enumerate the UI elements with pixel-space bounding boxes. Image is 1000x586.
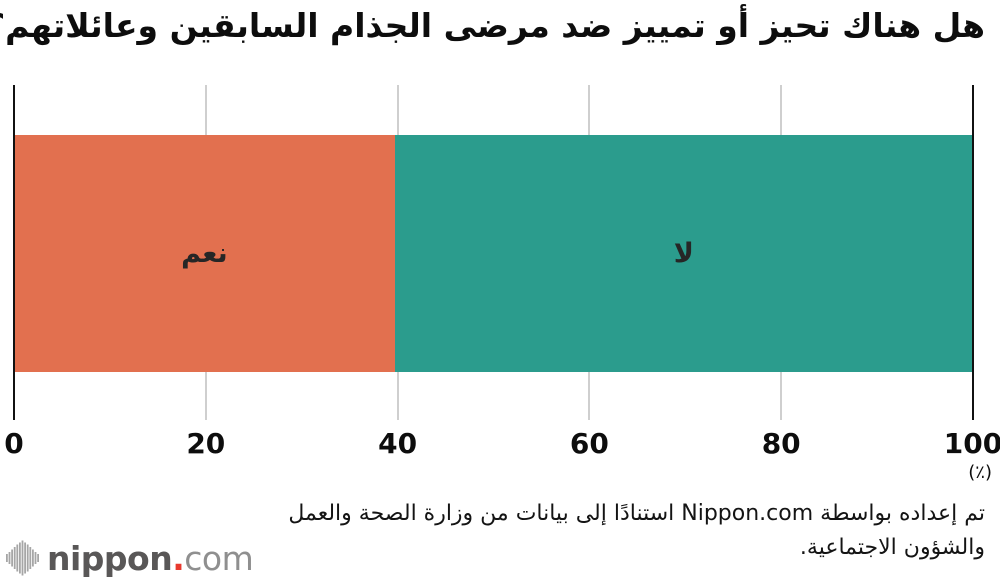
tick-label: 40 bbox=[378, 427, 418, 460]
tick-label: 20 bbox=[186, 427, 226, 460]
tick-labels: 0 20 40 60 80 100 bbox=[4, 427, 1000, 464]
axis-unit-label: (٪) bbox=[968, 462, 992, 483]
tick-label: 100 bbox=[943, 427, 1000, 460]
chart-title: هل هناك تحيز أو تمييز ضد مرضى الجذام الس… bbox=[0, 6, 985, 45]
nippon-logo-text: nippon.com bbox=[47, 538, 254, 578]
source-credit: تم إعداده بواسطة Nippon.com استنادًا إلى… bbox=[250, 497, 985, 565]
logo-word-nippon: nippon bbox=[47, 538, 173, 578]
bar-segment-label-yes: نعم bbox=[181, 238, 228, 269]
tick-label: 60 bbox=[569, 427, 609, 460]
bar-segment-label-no: لا bbox=[673, 238, 694, 269]
tick-label: 0 bbox=[4, 427, 24, 460]
axis-line bbox=[13, 85, 15, 420]
nippon-logo: nippon.com bbox=[6, 534, 254, 582]
bar-segment-no: لا bbox=[394, 135, 973, 372]
source-credit-line1: تم إعداده بواسطة Nippon.com استنادًا إلى… bbox=[288, 501, 985, 526]
bar-track: نعم لا bbox=[14, 135, 973, 372]
logo-red-dot: . bbox=[172, 538, 185, 578]
tick-label: 80 bbox=[761, 427, 801, 460]
source-credit-line2: والشؤون الاجتماعية. bbox=[799, 535, 985, 560]
bar-segment-yes: نعم bbox=[14, 135, 395, 372]
axis-line bbox=[972, 85, 974, 420]
logo-word-com: com bbox=[184, 538, 254, 578]
chart-area: نعم لا 0 20 40 60 80 100 bbox=[4, 85, 1000, 458]
nippon-wave-icon bbox=[6, 540, 39, 576]
